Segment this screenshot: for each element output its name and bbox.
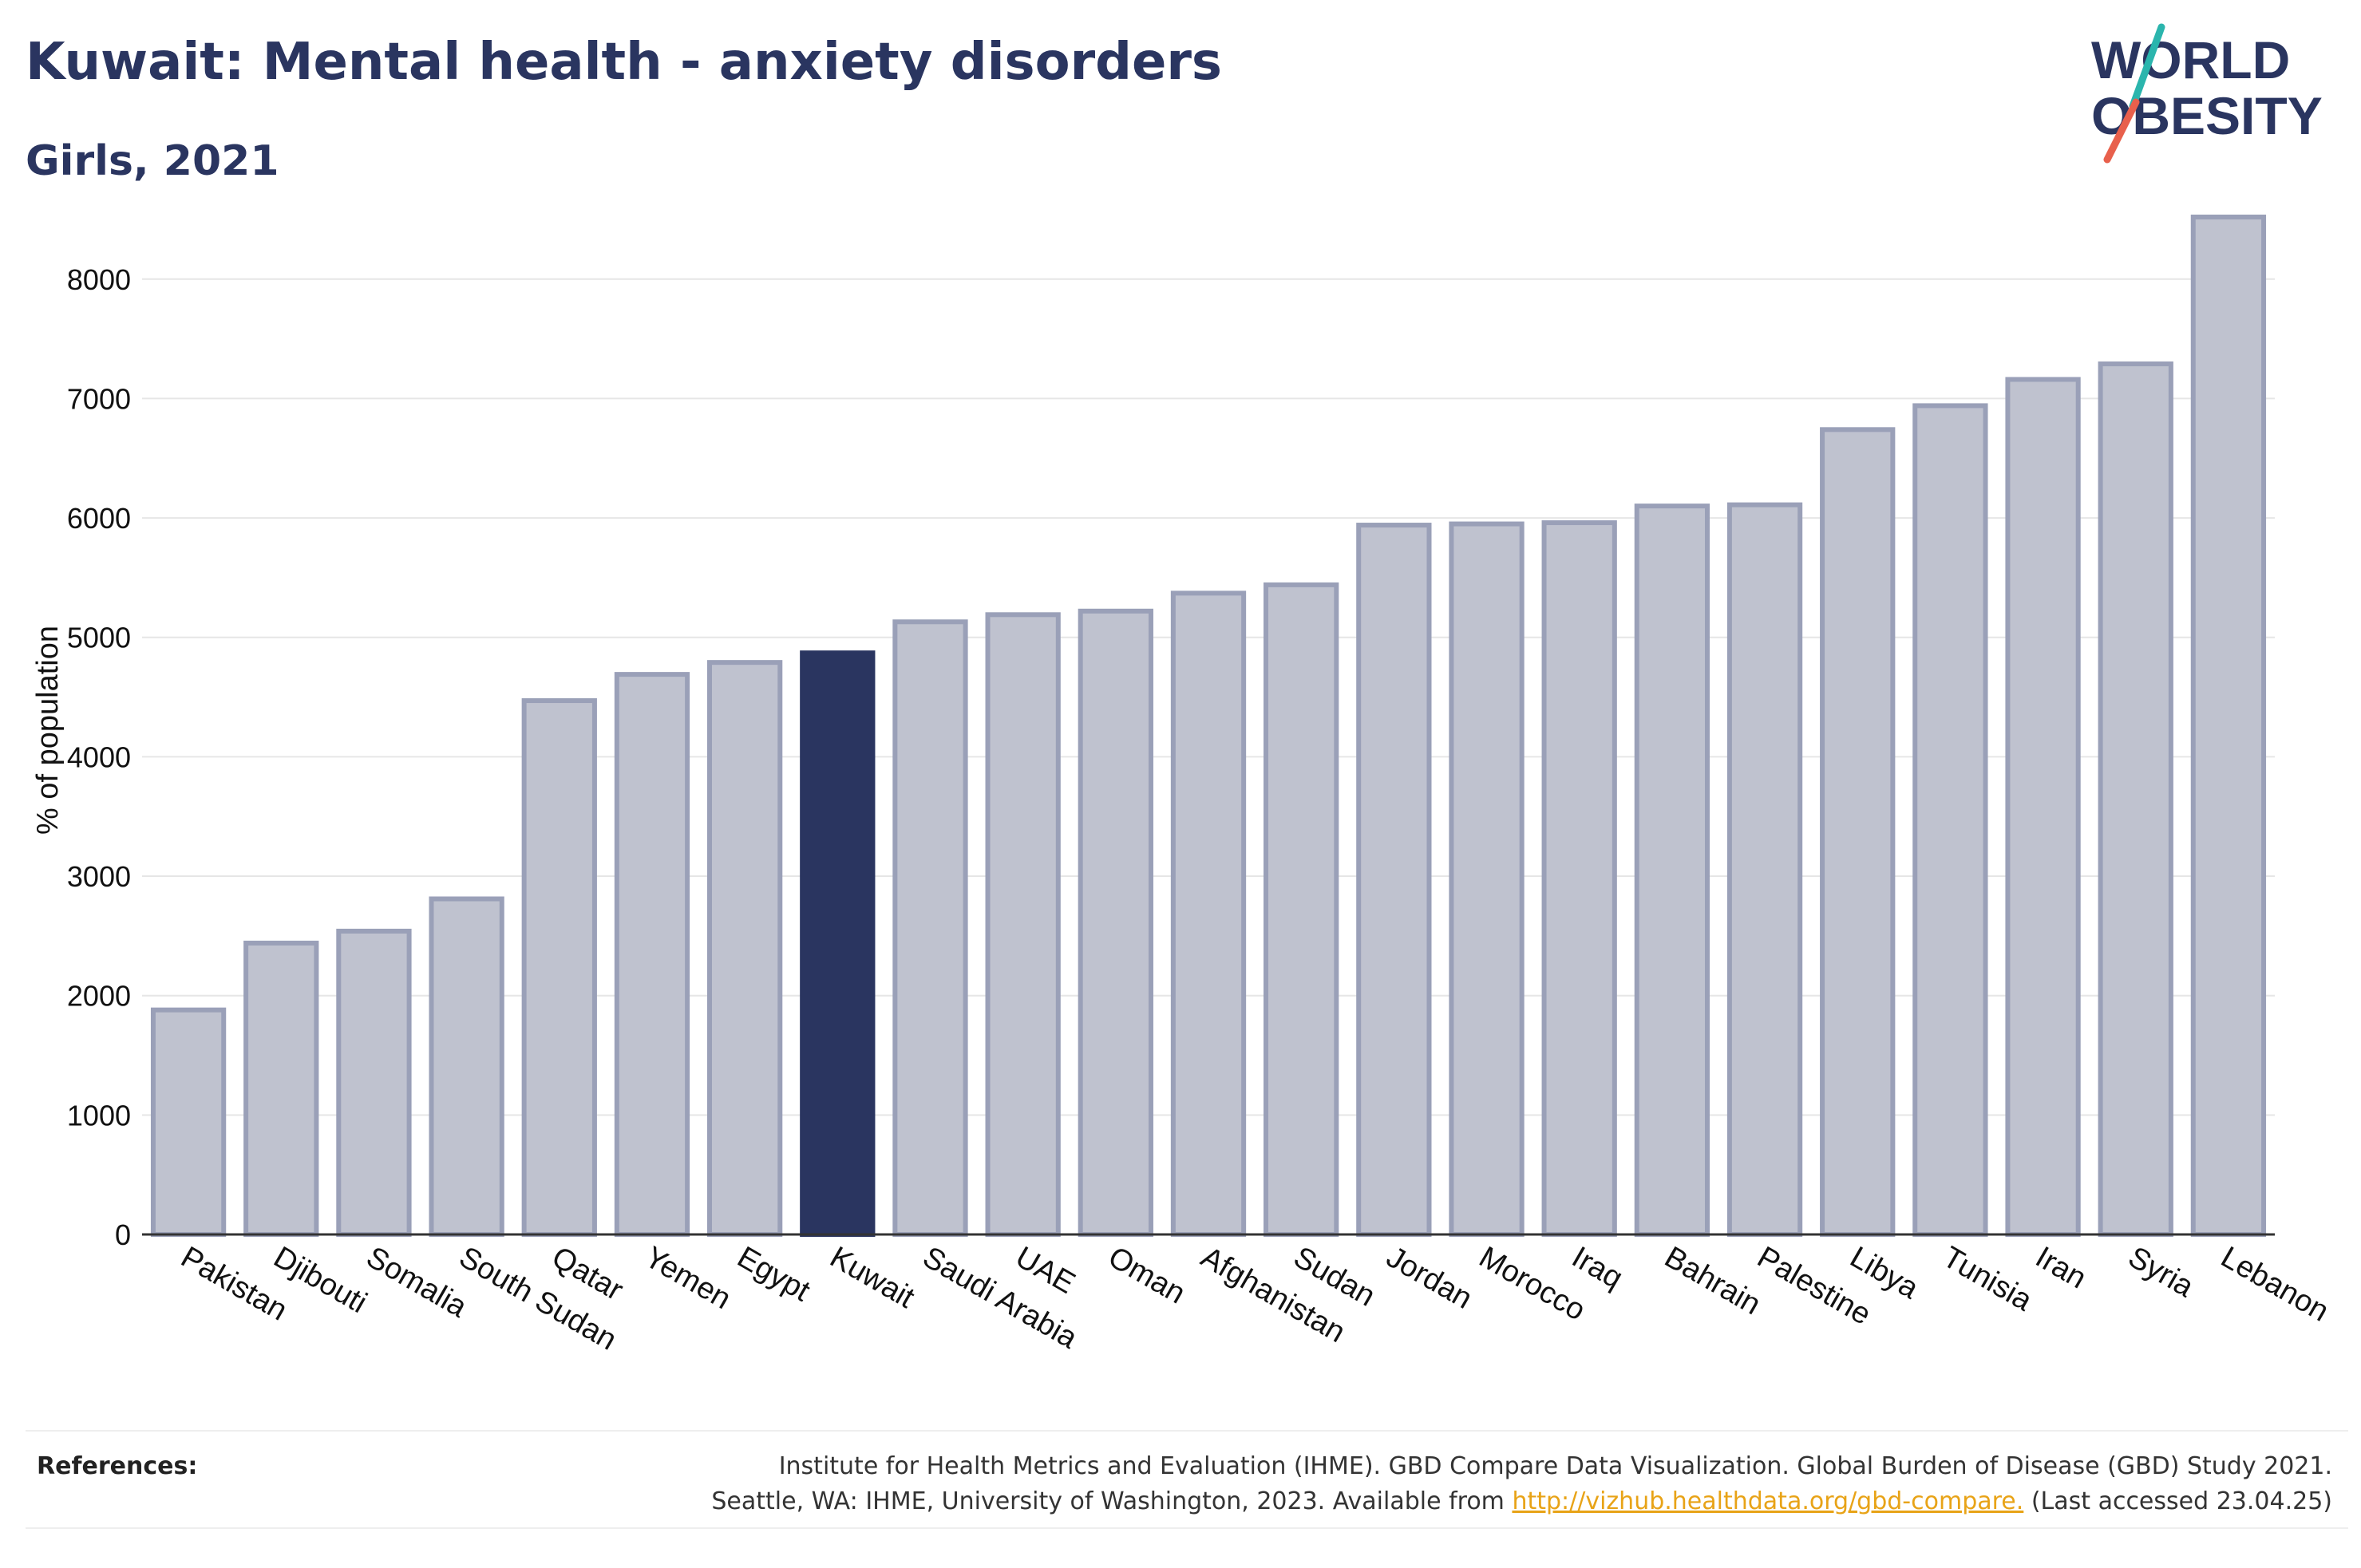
x-tick-label: Kuwait: [825, 1240, 920, 1315]
y-tick-label: 1000: [67, 1099, 131, 1132]
x-tick-label: Somalia: [361, 1240, 473, 1324]
x-tick-label: Syria: [2122, 1240, 2200, 1304]
reference-line-2: Seattle, WA: IHME, University of Washing…: [711, 1484, 2332, 1519]
bar-afghanistan: [1170, 590, 1247, 1237]
bar-palestine: [1726, 502, 1803, 1237]
logo-slash-coral: [2103, 98, 2140, 164]
logo-slash-teal: [2129, 23, 2165, 110]
x-tick-label: Morocco: [1473, 1240, 1591, 1327]
y-tick-label: 3000: [67, 860, 131, 893]
bar-morocco: [1449, 521, 1525, 1237]
world-obesity-logo: WORLD OBESITY: [2091, 23, 2323, 164]
y-tick-label: 4000: [67, 741, 131, 773]
bar-egypt: [706, 660, 783, 1237]
bar-saudi-arabia: [892, 619, 968, 1237]
x-tick-label: South Sudan: [453, 1240, 622, 1357]
x-tick-label: Oman: [1102, 1240, 1191, 1310]
bar-syria: [2098, 361, 2173, 1237]
bar-bahrain: [1634, 504, 1710, 1237]
bars: [150, 214, 2267, 1238]
chart-subtitle: Girls, 2021: [26, 137, 279, 185]
logo-line-world: WORLD: [2091, 30, 2290, 89]
bar-qatar: [521, 698, 597, 1237]
x-tick-label: Iraq: [1566, 1240, 1628, 1295]
x-tick-label: Jordan: [1381, 1240, 1478, 1315]
x-tick-label: Bahrain: [1659, 1240, 1766, 1321]
y-axis-label: % of population: [31, 626, 65, 835]
bar-kuwait: [800, 650, 876, 1237]
bar-somalia: [336, 928, 412, 1237]
y-tick-label: 5000: [67, 622, 131, 654]
bar-pakistan: [150, 1007, 227, 1238]
x-tick-label: Pakistan: [176, 1240, 293, 1327]
x-tick-label: Tunisia: [1937, 1240, 2039, 1317]
y-tick-label: 2000: [67, 980, 131, 1013]
bar-lebanon: [2190, 214, 2267, 1237]
x-tick-label: Lebanon: [2215, 1240, 2334, 1328]
bar-oman: [1078, 608, 1153, 1237]
reference-link[interactable]: http://vizhub.healthdata.org/gbd-compare…: [1512, 1487, 2024, 1515]
reference-line-1: Institute for Health Metrics and Evaluat…: [778, 1452, 2332, 1480]
bar-iraq: [1541, 520, 1617, 1237]
y-tick-labels: 0 1000 2000 3000 4000 5000 6000 7000 8000: [67, 263, 131, 1251]
bar-djibouti: [243, 940, 319, 1238]
bar-uae: [985, 612, 1061, 1237]
bar-sudan: [1264, 582, 1339, 1237]
y-tick-label: 0: [115, 1218, 131, 1251]
x-tick-label: Iran: [2030, 1240, 2092, 1295]
bar-south-sudan: [429, 896, 504, 1238]
chart-title: Kuwait: Mental health - anxiety disorder…: [26, 33, 1222, 92]
x-tick-label: Yemen: [639, 1240, 736, 1316]
reference-line-2-prefix: Seattle, WA: IHME, University of Washing…: [711, 1487, 1513, 1515]
x-tick-label: Saudi Arabia: [917, 1240, 1083, 1356]
y-tick-label: 8000: [67, 263, 131, 296]
y-tick-label: 7000: [67, 382, 131, 415]
references-label: References:: [37, 1452, 198, 1480]
bar-tunisia: [1912, 403, 1988, 1238]
x-tick-label: Egypt: [732, 1240, 817, 1308]
references-text: Institute for Health Metrics and Evaluat…: [711, 1449, 2332, 1519]
references-section: References: Institute for Health Metrics…: [26, 1430, 2348, 1529]
bar-jordan: [1356, 523, 1432, 1237]
reference-line-2-suffix: (Last accessed 23.04.25): [2023, 1487, 2332, 1515]
y-tick-label: 6000: [67, 502, 131, 535]
bar-chart: 0 1000 2000 3000 4000 5000 6000 7000 8000 Pakist…: [31, 214, 2335, 1357]
bar-iran: [2005, 377, 2081, 1237]
bar-yemen: [614, 672, 690, 1237]
bar-libya: [1820, 427, 1896, 1237]
